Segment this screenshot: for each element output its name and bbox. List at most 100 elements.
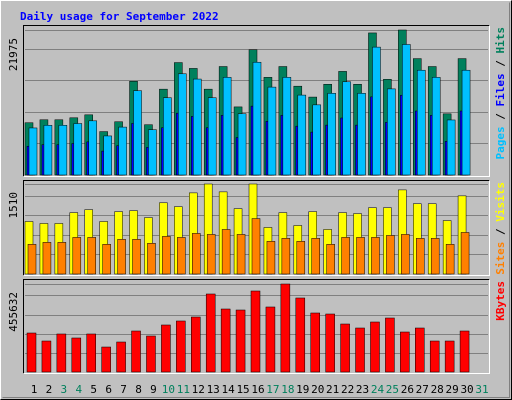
bar	[341, 237, 350, 275]
bar	[163, 97, 172, 176]
bar	[370, 321, 380, 373]
x-tick-label: 17	[266, 383, 279, 396]
x-tick-label: 23	[356, 383, 369, 396]
legend-entry: Files	[494, 73, 507, 106]
x-tick-label: 8	[135, 383, 142, 396]
bar	[327, 93, 336, 176]
bar	[402, 44, 411, 176]
bar	[386, 235, 395, 275]
bar	[342, 81, 351, 176]
bar	[162, 236, 171, 275]
bar	[146, 335, 156, 373]
x-tick-label: 12	[192, 383, 205, 396]
bar	[86, 333, 96, 373]
legend-separator: /	[494, 54, 507, 74]
bar	[281, 238, 291, 275]
legend-entry: Sites	[494, 242, 507, 275]
bar	[117, 239, 126, 275]
bar	[372, 46, 381, 176]
panel-bevel	[23, 279, 490, 374]
x-tick-label: 13	[207, 383, 220, 396]
legend-entry: Visits	[494, 182, 507, 222]
bar	[206, 234, 216, 275]
legend-entry: Hits	[494, 27, 507, 54]
bar	[148, 129, 157, 176]
bar	[177, 237, 186, 275]
bar	[102, 244, 111, 275]
x-tick-label: 27	[416, 383, 429, 396]
bar	[27, 244, 37, 275]
legend-separator: /	[494, 107, 507, 127]
bar	[147, 243, 156, 275]
bar	[387, 88, 396, 176]
bar	[415, 327, 425, 373]
panel-bevel	[23, 180, 490, 276]
chart-title: Daily usage for September 2022	[20, 10, 219, 23]
bar	[266, 241, 276, 275]
bar	[193, 78, 202, 176]
bar	[446, 119, 456, 176]
x-tick-label: 22	[341, 383, 354, 396]
bar	[400, 331, 410, 373]
bar	[41, 340, 52, 373]
bar	[430, 238, 440, 275]
x-tick-label: 1	[31, 383, 38, 396]
bar	[444, 340, 455, 373]
x-tick-label: 15	[236, 383, 249, 396]
bar	[371, 237, 380, 275]
bar	[311, 238, 320, 275]
x-tick-label: 11	[177, 383, 190, 396]
bar	[296, 241, 306, 275]
bar	[312, 104, 321, 176]
bar	[310, 312, 320, 373]
bar	[88, 120, 97, 176]
bar	[356, 237, 365, 275]
bar	[191, 316, 201, 373]
bar	[161, 324, 171, 373]
bar	[459, 330, 470, 373]
bar	[56, 333, 67, 373]
x-tick-label: 25	[386, 383, 399, 396]
x-tick-label: 29	[446, 383, 459, 396]
bar	[282, 77, 292, 176]
bar	[265, 306, 276, 373]
bar	[221, 229, 231, 275]
bar	[237, 113, 247, 176]
x-tick-label: 24	[371, 383, 385, 396]
bar	[26, 332, 37, 373]
x-tick-label: 9	[150, 383, 157, 396]
x-tick-label: 6	[105, 383, 112, 396]
x-tick-label: 21	[326, 383, 339, 396]
bar	[103, 135, 112, 176]
bar	[417, 69, 426, 176]
bar	[43, 125, 53, 176]
bar	[178, 73, 187, 176]
bar	[133, 90, 142, 176]
x-tick-label: 18	[281, 383, 294, 396]
bar	[28, 127, 38, 176]
x-tick-label: 14	[222, 383, 236, 396]
bar	[176, 320, 186, 373]
x-tick-label: 7	[120, 383, 127, 396]
bar	[207, 97, 217, 176]
bar	[220, 308, 231, 373]
bar	[72, 237, 82, 275]
bar	[460, 232, 470, 275]
bar	[58, 125, 68, 176]
bar	[101, 346, 111, 373]
bar	[340, 323, 350, 373]
bar	[251, 218, 261, 275]
y-tick-label: 21975	[7, 38, 20, 71]
x-tick-label: 10	[162, 383, 175, 396]
bar	[250, 290, 261, 373]
x-tick-label: 3	[61, 383, 68, 396]
x-tick-label: 26	[401, 383, 414, 396]
bar	[295, 297, 306, 373]
bar	[116, 341, 126, 373]
bar	[222, 77, 232, 176]
y-tick-label: 1510	[7, 192, 20, 219]
x-tick-label: 30	[460, 383, 473, 396]
legend-entry: Pages	[494, 126, 507, 159]
x-tick-label: 4	[75, 383, 82, 396]
